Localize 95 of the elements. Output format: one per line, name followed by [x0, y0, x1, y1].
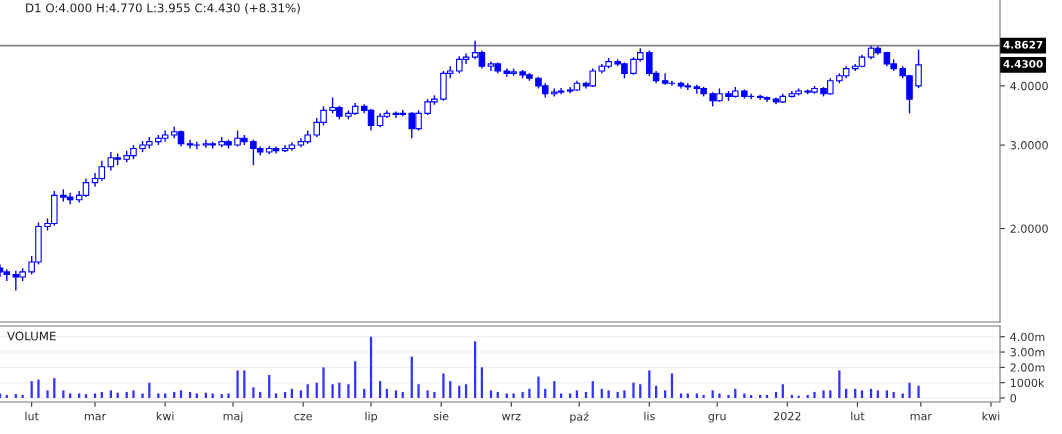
bar [141, 393, 144, 399]
bar [164, 393, 167, 399]
bar [78, 393, 81, 399]
bar [860, 390, 864, 399]
bar [179, 390, 183, 399]
y-tick-label: 2.0000 [1010, 224, 1048, 233]
y-tick-label: 1000k [1010, 378, 1045, 388]
x-tick-label: mar [910, 413, 932, 421]
bar [781, 384, 784, 399]
chart-title: VOLUME [7, 331, 56, 341]
bar [322, 367, 325, 399]
bar [575, 390, 579, 399]
x-tick-label: lut [851, 411, 865, 421]
x-tick-label: wrz [502, 413, 521, 421]
bar [679, 393, 683, 399]
bar [417, 384, 420, 399]
bar [109, 390, 112, 399]
x-tick-label: lis [644, 411, 655, 421]
bar [528, 388, 531, 399]
bar [559, 393, 563, 399]
bar [639, 384, 642, 399]
bar [243, 370, 246, 399]
y-tick-label: 3.0000 [1010, 141, 1048, 150]
bar [711, 390, 714, 399]
bar [838, 370, 841, 399]
bar [718, 393, 721, 399]
bar [648, 370, 651, 399]
x-tick-label: 2022 [774, 411, 801, 421]
bar [433, 391, 436, 399]
bar [686, 393, 689, 399]
bar [908, 382, 911, 399]
bar [0, 393, 2, 399]
bar [394, 390, 398, 399]
bar [829, 390, 832, 399]
bar [512, 393, 515, 399]
x-tick-label: kwi [156, 411, 174, 421]
bar [93, 393, 97, 399]
bar [236, 370, 239, 399]
y-tick-label: 0 [1010, 393, 1017, 403]
bar [21, 394, 24, 399]
chart-title: D1 O:4.000 H:4.770 L:3.955 C:4.430 (+8.31%) [26, 3, 300, 14]
bar [901, 393, 904, 399]
bar [569, 393, 572, 399]
bar [664, 390, 667, 399]
bar [306, 384, 309, 399]
x-tick-label: lip [365, 411, 378, 423]
bar [62, 390, 65, 399]
x-tick-label: cze [294, 413, 312, 421]
x-tick-label: mar [84, 413, 107, 421]
bar [442, 373, 445, 399]
y-tick-label: 2.00m [1010, 363, 1045, 372]
text: 4.4300 [1003, 59, 1043, 68]
bar [505, 393, 508, 399]
bar [607, 390, 610, 399]
bar [252, 387, 255, 399]
bar [195, 393, 198, 399]
x-tick-label: maj [223, 411, 243, 423]
bar [537, 376, 540, 399]
x-tick-label: kwi [982, 411, 1000, 421]
ref-line-label: 4.8627 [1003, 40, 1043, 49]
bar [876, 390, 879, 399]
bar [743, 393, 746, 399]
x-tick-label: paź [570, 411, 589, 423]
bar [347, 384, 350, 399]
bar [37, 379, 40, 399]
bar [813, 391, 816, 399]
bar [822, 390, 825, 399]
bar [623, 390, 626, 399]
bar [632, 382, 635, 399]
bar [46, 390, 49, 399]
bar [132, 390, 135, 399]
x-tick-label: gru [708, 413, 726, 423]
y-tick-label: 4.00m [1010, 332, 1045, 342]
bar [480, 367, 484, 399]
bar [702, 394, 705, 399]
y-tick-label: 4.0000 [1010, 81, 1048, 91]
bar [274, 393, 278, 399]
x-tick-label: sie [433, 411, 449, 421]
x-tick-label: lut [25, 411, 39, 421]
bar [331, 384, 334, 399]
bar [157, 393, 160, 399]
y-tick-label: 3.00m [1010, 348, 1045, 357]
bar [521, 391, 524, 399]
bar [917, 385, 920, 399]
bar [695, 393, 698, 399]
bar [727, 394, 730, 399]
bar [211, 393, 214, 399]
bar [885, 390, 889, 399]
bar [464, 384, 468, 399]
bar [489, 390, 493, 399]
bar [426, 390, 429, 399]
candlestick [915, 48, 922, 89]
bar [227, 393, 230, 399]
bar [299, 390, 303, 399]
bar [69, 393, 72, 399]
